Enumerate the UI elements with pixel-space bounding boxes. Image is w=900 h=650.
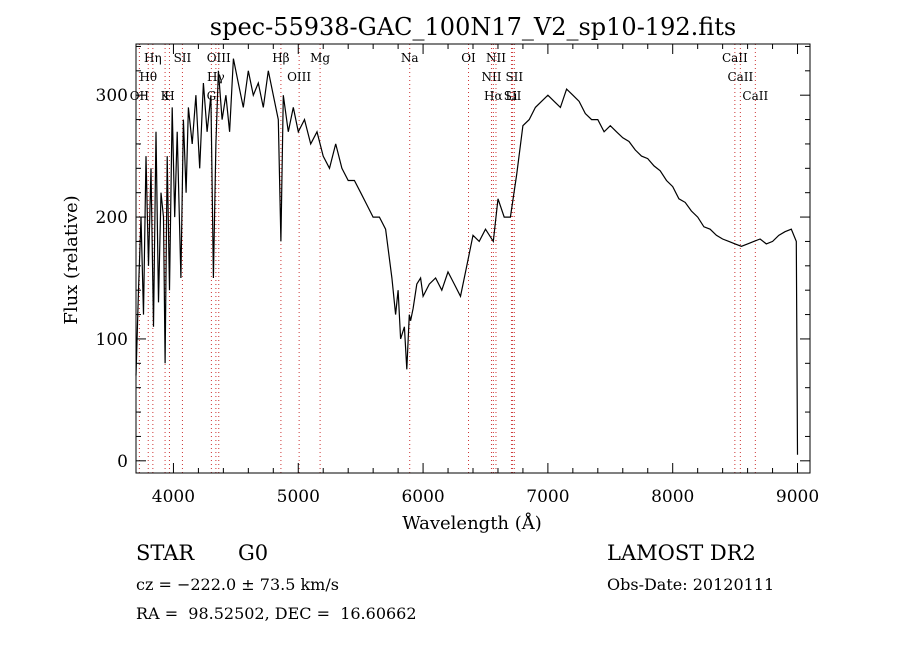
line-label: CaII (722, 51, 748, 65)
line-label: OI (461, 51, 476, 65)
object-subclass: G0 (238, 541, 269, 565)
line-label: Hβ (272, 51, 289, 65)
line-label: SII (504, 89, 522, 103)
line-label: SII (174, 51, 192, 65)
x-tick-label: 6000 (401, 487, 444, 507)
plot-frame (135, 43, 811, 474)
line-label: Hα (484, 89, 503, 103)
line-label: OII (130, 89, 150, 103)
y-axis-label: Flux (relative) (61, 195, 82, 324)
line-label: H (164, 89, 174, 103)
y-tick-label: 200 (96, 208, 128, 228)
observation-date: Obs-Date: 20120111 (607, 575, 775, 594)
line-label: OIII (207, 51, 231, 65)
chart-title: spec-55938-GAC_100N17_V2_sp10-192.fits (210, 13, 736, 41)
y-tick-label: 300 (96, 86, 128, 106)
line-label: Hη (144, 51, 162, 65)
line-label: Li (506, 89, 518, 103)
x-tick-label: 7000 (526, 487, 569, 507)
line-label: SII (505, 70, 523, 84)
x-tick-label: 9000 (776, 487, 819, 507)
object-class: STAR (136, 541, 195, 565)
line-label: Hθ (139, 70, 157, 84)
line-label: OIII (287, 70, 311, 84)
line-label: Hγ (207, 70, 225, 84)
line-label: Na (401, 51, 419, 65)
line-label: NII (486, 51, 506, 65)
x-tick-label: 5000 (277, 487, 320, 507)
x-axis-label: Wavelength (Å) (402, 512, 542, 534)
y-tick-label: 0 (117, 452, 128, 472)
line-label: CaII (727, 70, 753, 84)
y-tick-label: 100 (96, 330, 128, 350)
line-label: K (161, 89, 171, 103)
x-tick-label: 4000 (152, 487, 195, 507)
survey-name: LAMOST DR2 (607, 541, 756, 565)
redshift-velocity: cz = −222.0 ± 73.5 km/s (136, 575, 339, 594)
x-tick-label: 8000 (651, 487, 694, 507)
line-label: CaII (742, 89, 768, 103)
spectrum-line (135, 58, 799, 455)
coordinates: RA = 98.52502, DEC = 16.60662 (136, 604, 417, 623)
line-label: NII (481, 70, 501, 84)
line-label: Mg (310, 51, 330, 65)
